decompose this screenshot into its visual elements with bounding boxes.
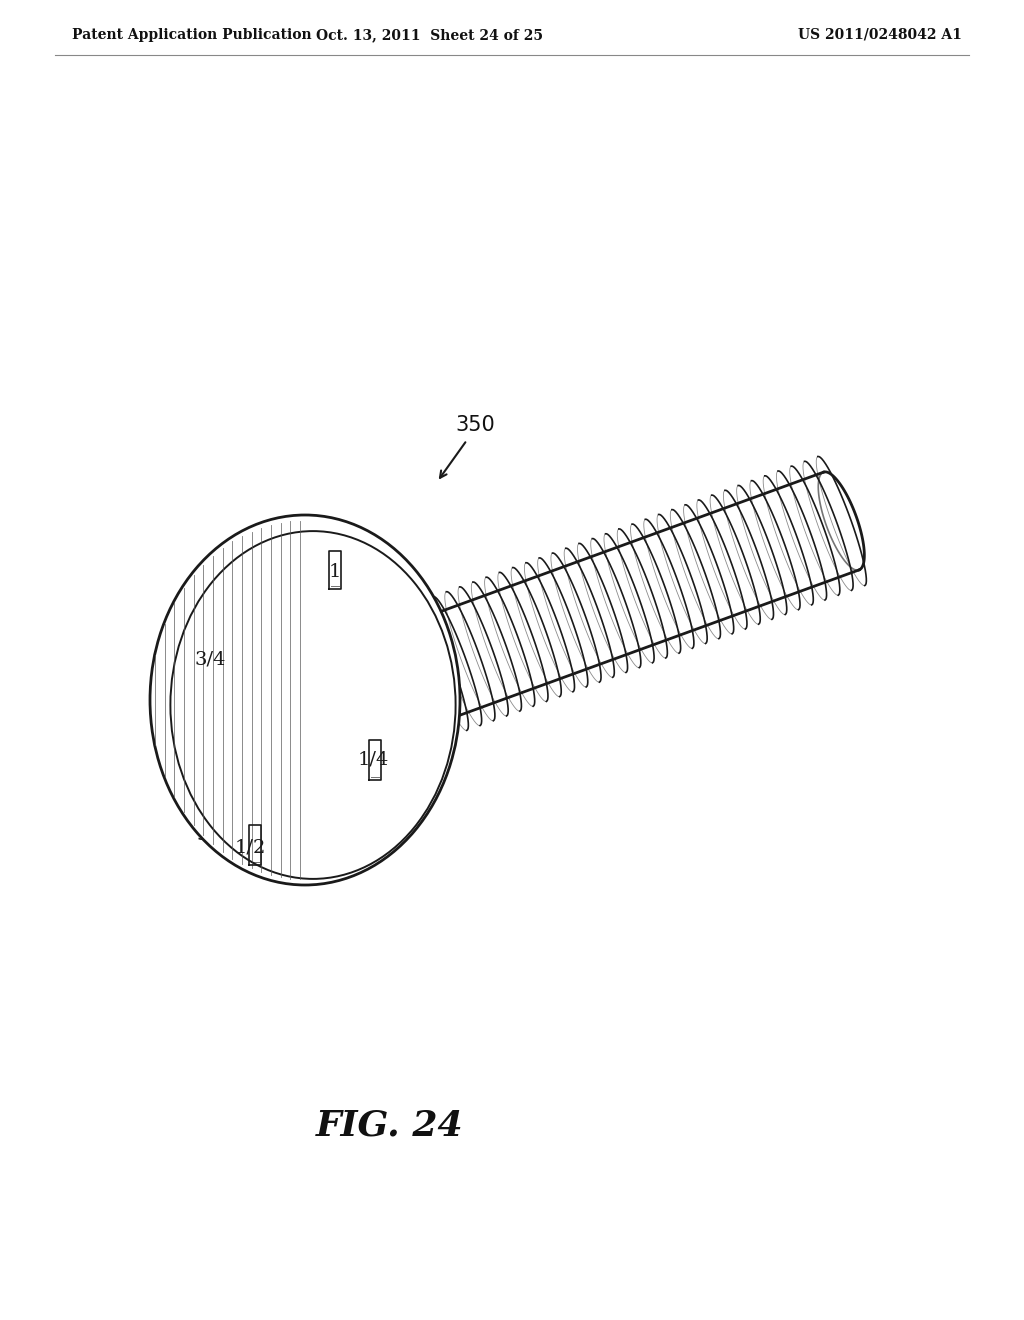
Text: 1: 1 bbox=[329, 564, 341, 581]
Text: 1/2: 1/2 bbox=[234, 840, 265, 857]
Text: 3/4: 3/4 bbox=[195, 651, 225, 669]
Text: US 2011/0248042 A1: US 2011/0248042 A1 bbox=[798, 28, 962, 42]
Text: 352: 352 bbox=[197, 825, 233, 845]
Polygon shape bbox=[373, 473, 859, 734]
Text: Oct. 13, 2011  Sheet 24 of 25: Oct. 13, 2011 Sheet 24 of 25 bbox=[316, 28, 544, 42]
Text: Patent Application Publication: Patent Application Publication bbox=[72, 28, 311, 42]
Text: 356A: 356A bbox=[680, 601, 731, 619]
Ellipse shape bbox=[150, 515, 460, 884]
Text: 350: 350 bbox=[455, 414, 495, 436]
Text: 1/4: 1/4 bbox=[357, 751, 389, 770]
Text: FIG. 24: FIG. 24 bbox=[316, 1107, 464, 1142]
